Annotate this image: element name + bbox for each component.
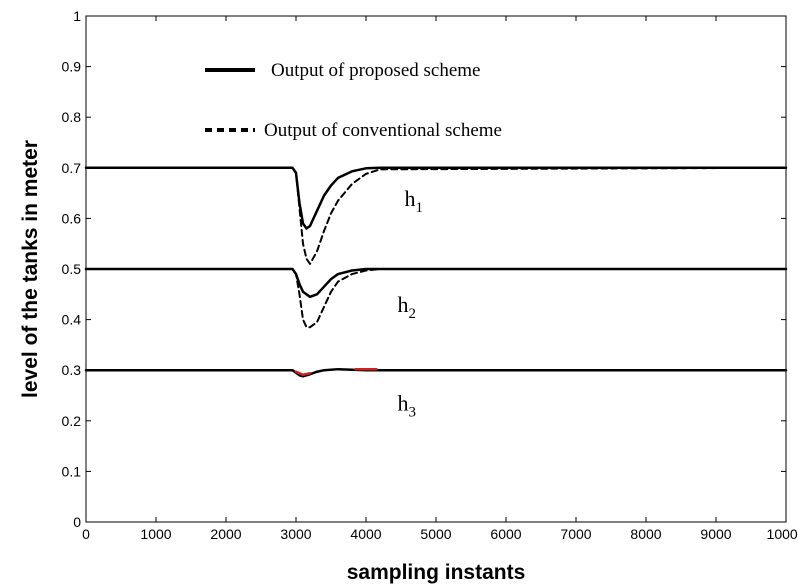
y-tick-label: 0.9 xyxy=(62,59,82,75)
x-tick-label: 9000 xyxy=(700,526,731,542)
series-line-solid-5 xyxy=(294,370,312,376)
x-tick-label: 8000 xyxy=(630,526,661,542)
y-tick-label: 1 xyxy=(73,8,81,24)
y-tick-label: 0.7 xyxy=(62,160,82,176)
y-tick-label: 0.4 xyxy=(62,312,82,328)
y-tick-label: 0 xyxy=(73,514,81,530)
ticks-group: 0 1000 2000 3000 4000 5000 6000 7000 8000 9000 100… xyxy=(62,8,798,542)
annotation-h1: h1 xyxy=(405,186,424,216)
y-axis-title: level of the tanks in meter xyxy=(19,140,42,398)
y-tick-label: 0.3 xyxy=(62,362,82,378)
annotation-h3: h3 xyxy=(398,391,417,421)
x-tick-label: 0 xyxy=(82,526,90,542)
series-line-dashed-1 xyxy=(85,166,787,265)
series-line-solid-2 xyxy=(84,267,788,299)
y-tick-label: 0.5 xyxy=(62,261,82,277)
x-tick-label: 5000 xyxy=(420,526,451,542)
y-tick-label: 0.2 xyxy=(62,413,82,429)
annotation-base: h xyxy=(398,391,409,416)
x-tick-label: 1000 xyxy=(140,526,171,542)
series-line-dashed-3 xyxy=(85,268,787,329)
series-group xyxy=(84,166,788,378)
x-tick-label: 3000 xyxy=(280,526,311,542)
legend-label-proposed: Output of proposed scheme xyxy=(271,60,480,81)
annotation-subscript: 2 xyxy=(409,306,417,322)
x-tick-label: 7000 xyxy=(560,526,591,542)
x-tick-label: 6000 xyxy=(490,526,521,542)
x-tick-label: 2000 xyxy=(210,526,241,542)
legend: Output of proposed scheme Output of conv… xyxy=(205,60,502,141)
y-tick-label: 0.6 xyxy=(62,210,82,226)
annotation-h2: h2 xyxy=(398,292,417,322)
x-tick-label: 4000 xyxy=(350,526,381,542)
legend-label-conventional: Output of conventional scheme xyxy=(264,120,502,141)
x-axis-title: sampling instants xyxy=(347,561,526,584)
annotation-subscript: 1 xyxy=(416,200,424,216)
annotation-subscript: 3 xyxy=(409,405,417,421)
y-tick-label: 0.8 xyxy=(62,109,82,125)
annotation-base: h xyxy=(405,186,416,211)
y-tick-label: 0.1 xyxy=(62,463,82,479)
annotation-base: h xyxy=(398,292,409,317)
